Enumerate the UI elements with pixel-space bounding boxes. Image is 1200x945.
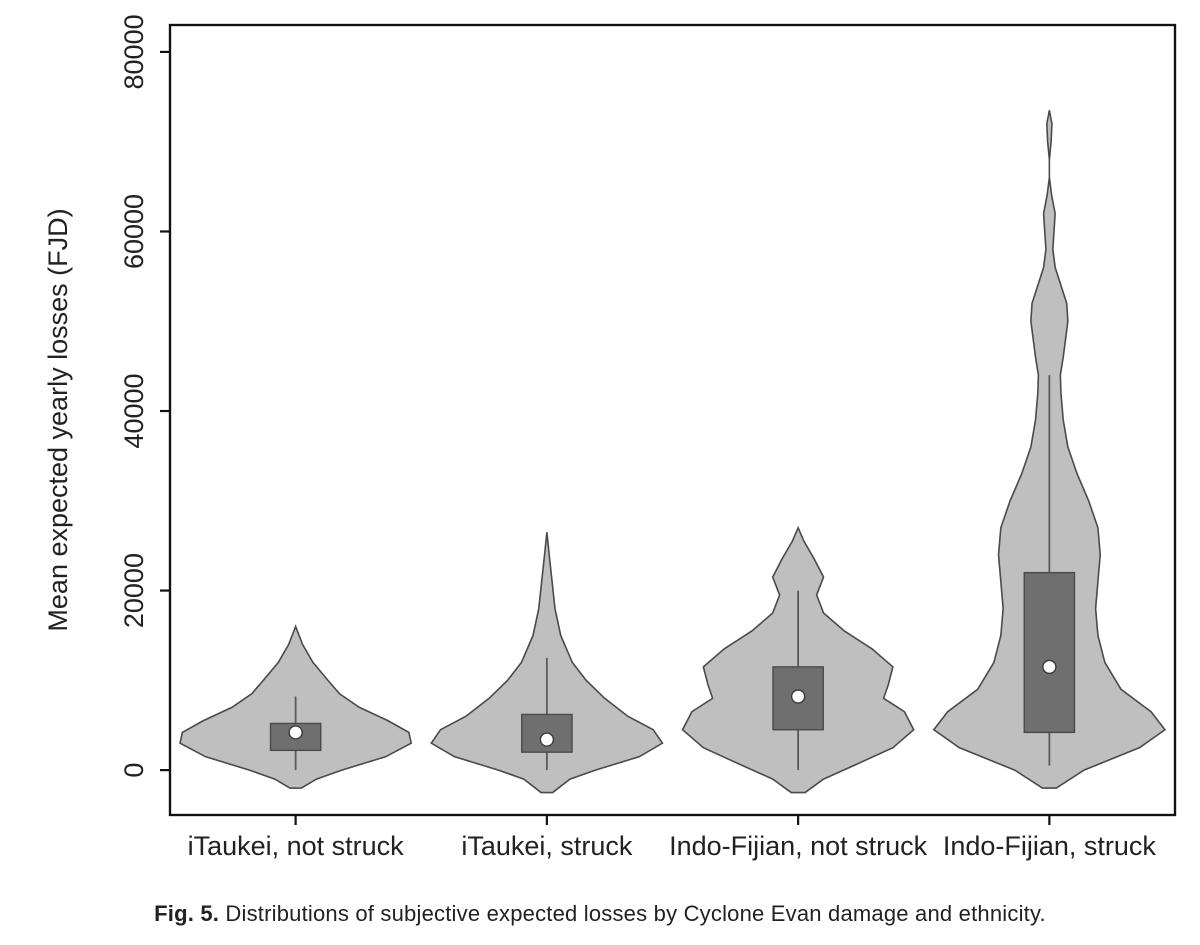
svg-text:80000: 80000	[119, 14, 149, 89]
median-point	[540, 733, 553, 746]
x-tick-label: iTaukei, struck	[461, 831, 633, 861]
x-tick-label: iTaukei, not struck	[188, 831, 405, 861]
figure-caption: Fig. 5. Distributions of subjective expe…	[0, 901, 1200, 927]
svg-text:40000: 40000	[119, 373, 149, 448]
svg-text:60000: 60000	[119, 194, 149, 269]
median-point	[792, 690, 805, 703]
median-point	[289, 726, 302, 739]
x-tick-label: Indo-Fijian, struck	[943, 831, 1157, 861]
box	[1024, 573, 1074, 733]
svg-text:0: 0	[119, 763, 149, 778]
y-axis-label: Mean expected yearly losses (FJD)	[43, 208, 73, 631]
median-point	[1043, 660, 1056, 673]
x-tick-label: Indo-Fijian, not struck	[669, 831, 928, 861]
caption-label: Fig. 5.	[154, 901, 219, 926]
svg-text:20000: 20000	[119, 553, 149, 628]
violin-chart: 0 20000 40000 60000 80000 Mean expected yearl…	[0, 0, 1200, 945]
figure-container: 0 20000 40000 60000 80000 Mean expected yearl…	[0, 0, 1200, 945]
caption-text: Distributions of subjective expected los…	[225, 901, 1045, 926]
